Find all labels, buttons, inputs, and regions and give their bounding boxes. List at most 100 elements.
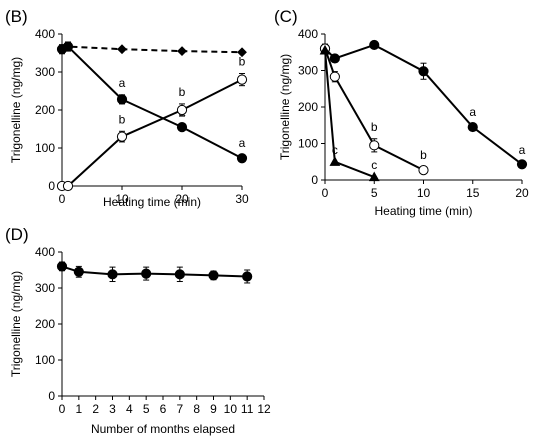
data-point — [467, 121, 478, 133]
x-tick-label: 20 — [175, 192, 189, 206]
x-tick-label: 12 — [257, 402, 271, 416]
data-point — [116, 94, 128, 105]
x-tick-label: 6 — [160, 402, 167, 416]
data-point — [117, 44, 127, 55]
y-tick-label: 400 — [35, 27, 55, 41]
y-tick-label: 200 — [35, 317, 55, 331]
y-tick-label: 300 — [35, 281, 55, 295]
data-point — [236, 153, 248, 164]
x-tick-label: 10 — [224, 402, 238, 416]
y-tick-label: 0 — [48, 179, 55, 193]
x-tick-label: 5 — [371, 186, 378, 200]
x-tick-label: 3 — [109, 402, 116, 416]
series-1 — [56, 261, 253, 284]
x-tick-label: 8 — [193, 402, 200, 416]
significance-label: c — [371, 158, 377, 172]
data-point — [237, 47, 247, 58]
series-3: b b b — [56, 55, 248, 192]
data-point — [236, 74, 248, 85]
y-axis-label: Trigonelline (ng/mg) — [9, 57, 23, 163]
x-tick-label: 5 — [143, 402, 150, 416]
significance-label: c — [332, 143, 338, 157]
data-point — [62, 41, 74, 52]
data-point — [177, 46, 187, 57]
series-line — [62, 78, 243, 187]
x-tick-label: 1 — [75, 402, 82, 416]
data-point — [319, 44, 331, 55]
panel-label: (D) — [5, 225, 29, 244]
data-point — [62, 180, 74, 192]
significance-label: a — [239, 136, 246, 150]
data-point — [174, 269, 185, 280]
data-point — [418, 66, 429, 77]
series-line — [61, 265, 248, 278]
y-tick-label: 300 — [298, 64, 318, 78]
x-tick-label: 0 — [59, 402, 66, 416]
chart-panel-1: (B) 0 100 200 300 400 0 10 20 30 Heating time (min… — [5, 7, 249, 209]
data-point — [176, 104, 188, 116]
y-tick-label: 100 — [35, 141, 55, 155]
x-tick-label: 2 — [92, 402, 99, 416]
y-tick-label: 300 — [35, 65, 55, 79]
x-tick-label: 15 — [466, 186, 480, 200]
x-tick-label: 4 — [126, 402, 133, 416]
data-point — [516, 159, 528, 170]
series-line — [61, 45, 243, 160]
data-point — [369, 140, 380, 151]
y-tick-label: 100 — [298, 137, 318, 151]
x-tick-label: 0 — [59, 192, 66, 206]
panel-label: (B) — [5, 7, 28, 26]
chart-panel-2: (C) 0 100 200 300 400 0 5 10 15 20 Heating time (mi… — [274, 7, 529, 218]
significance-label: b — [420, 148, 427, 162]
data-point — [56, 261, 68, 272]
significance-label: b — [179, 85, 186, 99]
y-tick-label: 0 — [311, 173, 318, 187]
data-point — [107, 269, 118, 280]
y-tick-label: 400 — [35, 245, 55, 259]
data-point — [418, 165, 429, 176]
x-tick-label: 10 — [115, 192, 129, 206]
x-tick-label: 7 — [176, 402, 183, 416]
x-axis-label: Heating time (min) — [103, 195, 201, 209]
data-point — [73, 266, 84, 277]
series-line — [61, 45, 243, 54]
y-tick-label: 200 — [298, 100, 318, 114]
series-2: aaa — [56, 41, 248, 164]
series-1: aa — [319, 39, 528, 170]
significance-label: b — [239, 55, 246, 69]
series-line — [324, 48, 424, 172]
series-1 — [57, 41, 247, 58]
series-3: cc — [319, 44, 380, 182]
data-point — [141, 268, 152, 279]
y-tick-label: 200 — [35, 103, 55, 117]
significance-label: a — [469, 105, 476, 119]
x-tick-label: 11 — [241, 402, 254, 416]
x-axis-label: Heating time (min) — [374, 204, 472, 218]
x-tick-label: 9 — [210, 402, 217, 416]
x-axis-label: Number of months elapsed — [91, 422, 235, 436]
data-point — [242, 271, 253, 282]
x-tick-label: 10 — [417, 186, 431, 200]
significance-label: a — [519, 143, 526, 157]
data-point — [116, 131, 128, 142]
significance-label: b — [371, 120, 378, 134]
x-tick-label: 20 — [515, 186, 529, 200]
y-axis-label: Trigonelline (ng/mg) — [278, 54, 292, 160]
y-tick-label: 100 — [35, 353, 55, 367]
significance-label: a — [119, 76, 126, 90]
data-point — [329, 53, 340, 64]
y-axis-label: Trigonelline (ng/mg) — [9, 271, 23, 377]
y-tick-label: 400 — [298, 27, 318, 41]
data-point — [329, 71, 340, 82]
data-point — [329, 156, 341, 166]
data-point — [208, 270, 219, 281]
x-tick-label: 0 — [322, 186, 329, 200]
data-point — [176, 122, 188, 133]
x-tick-label: 30 — [235, 192, 249, 206]
data-point — [368, 171, 380, 182]
y-tick-label: 0 — [48, 389, 55, 403]
data-point — [369, 39, 380, 51]
significance-label: b — [119, 112, 126, 126]
